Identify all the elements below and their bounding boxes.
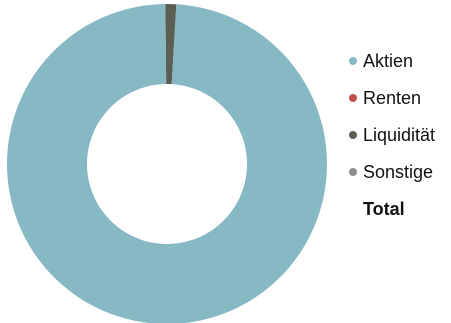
legend-label: Renten (363, 87, 422, 108)
legend-label: Aktien (363, 50, 414, 71)
legend-swatch (349, 131, 357, 139)
legend-item-renten: Renten (349, 87, 435, 109)
slice-aktien (7, 4, 327, 323)
slice-liquidität (165, 3, 177, 85)
legend-swatch (349, 168, 357, 176)
legend-label: Liquidität (363, 124, 436, 145)
legend-swatch (349, 94, 357, 102)
donut-chart (7, 3, 327, 323)
legend-item-sonstige: Sonstige (349, 161, 435, 183)
legend-total: Total (363, 198, 405, 219)
legend: Aktien Renten Liquidität Sonstige Total (349, 50, 435, 220)
legend-item-aktien: Aktien (349, 50, 435, 72)
legend-item-liquidität: Liquidität (349, 124, 435, 146)
legend-label: Sonstige (363, 161, 434, 182)
legend-swatch (349, 57, 357, 65)
